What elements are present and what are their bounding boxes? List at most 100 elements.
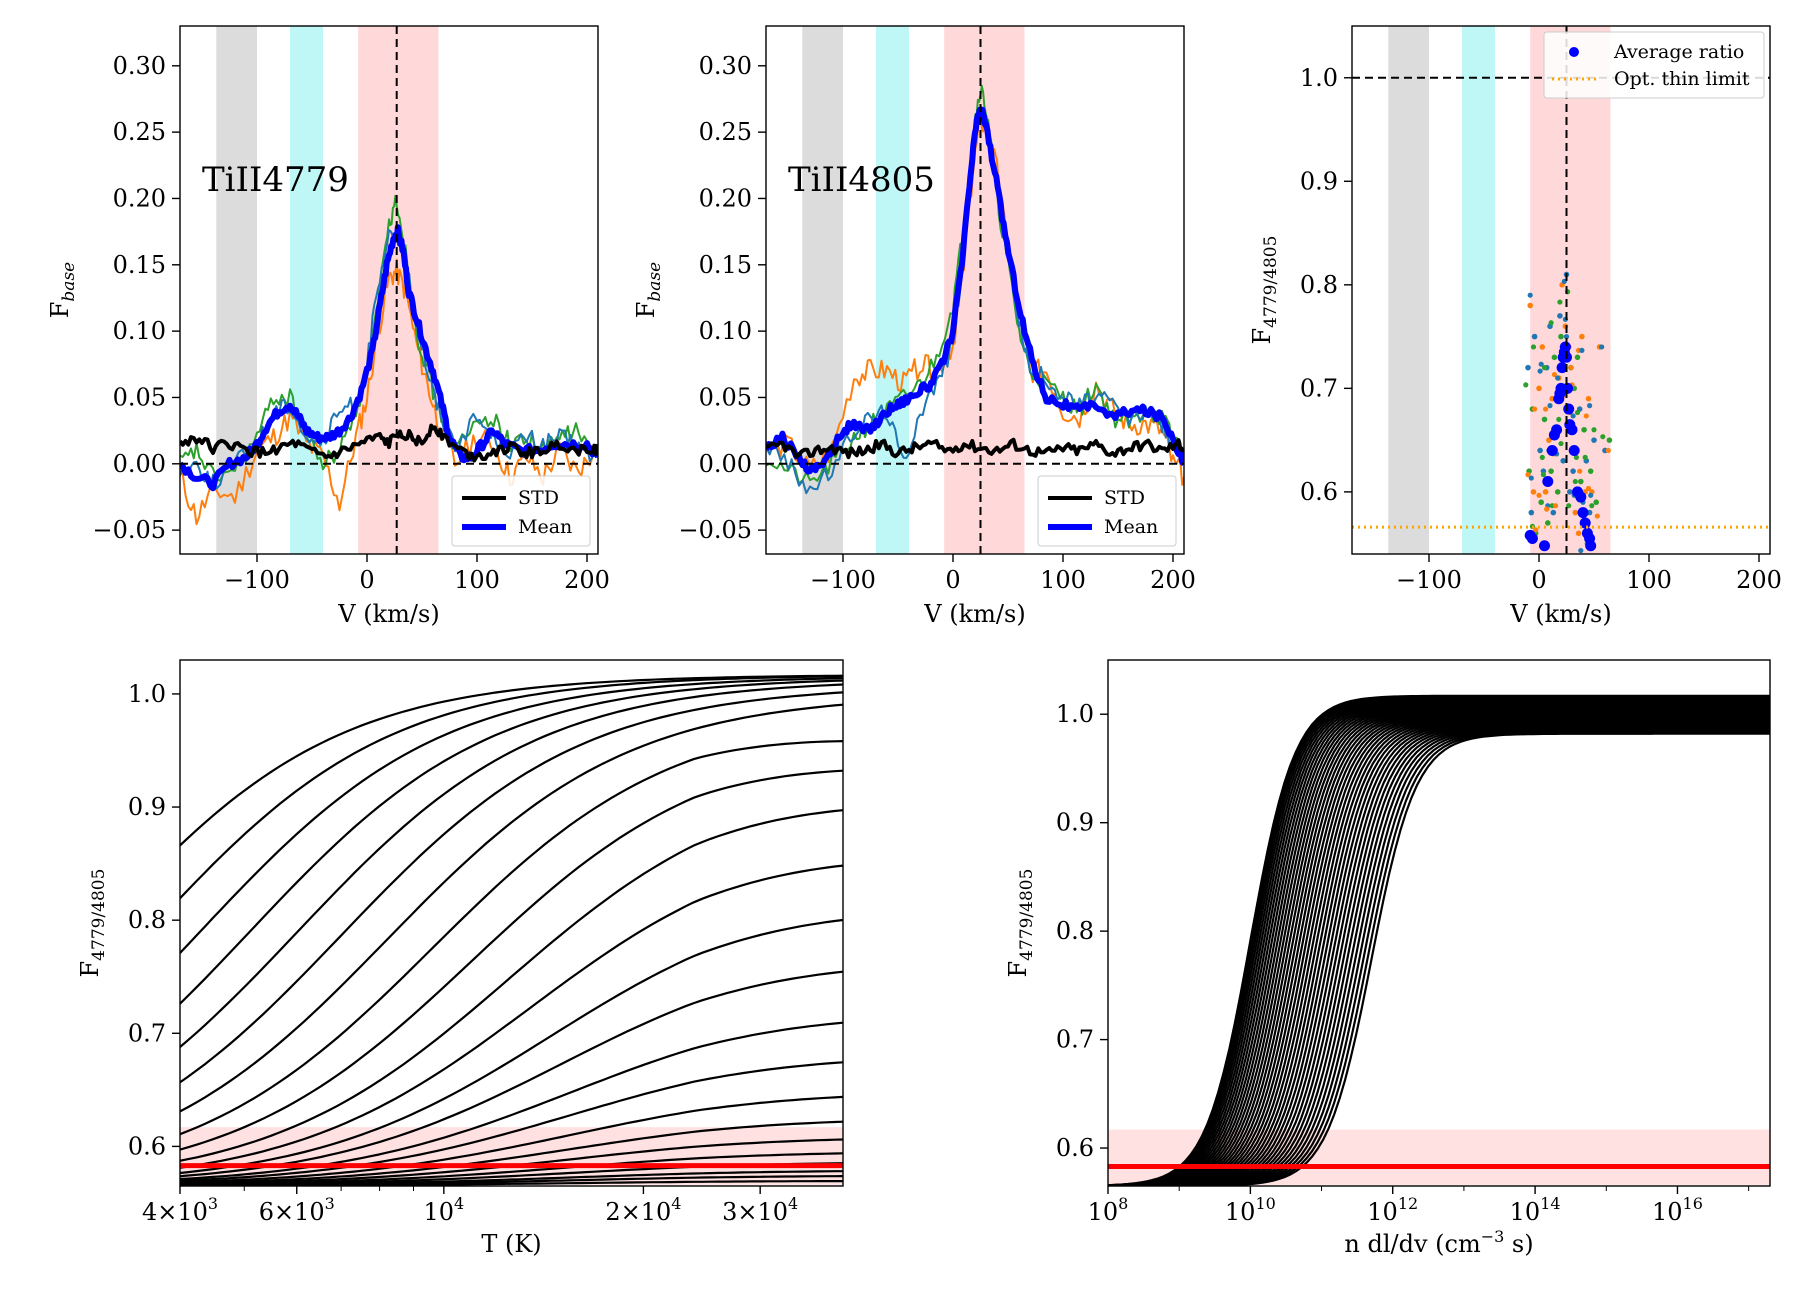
model-curve: [1108, 701, 1770, 1186]
legend-box: [1543, 31, 1765, 99]
single-ratio-point: [1594, 513, 1600, 519]
single-ratio-point: [1544, 506, 1550, 512]
single-ratio-point: [1555, 375, 1561, 381]
single-ratio-point: [1599, 344, 1605, 350]
model-curve: [1108, 726, 1770, 1186]
single-ratio-point: [1587, 468, 1594, 474]
single-ratio-point: [1574, 354, 1581, 361]
model-curve: [180, 703, 843, 1113]
x-axis-label: V (km/s): [923, 600, 1025, 628]
model-curve: [180, 918, 843, 1175]
x-tick-label: 100: [1626, 566, 1672, 594]
x-ticks: 108 1010 1012 1014 1016: [1088, 1186, 1750, 1226]
model-curve: [180, 809, 843, 1162]
single-ratio-point: [1538, 499, 1544, 506]
model-curve: [180, 1095, 843, 1184]
reference-lines: [766, 26, 1184, 554]
single-ratio-point: [1570, 468, 1576, 474]
y-tick-label: 0.00: [699, 450, 752, 478]
axes-frame: [765, 25, 1185, 555]
single-ratio-point: [1575, 530, 1582, 537]
average-ratio-point: [1546, 444, 1558, 456]
x-axis-label: V (km/s): [1509, 600, 1611, 628]
single-ratio-point: [1530, 344, 1537, 350]
x-tick-label: 100: [454, 566, 500, 594]
model-curve: [180, 683, 843, 1048]
panel-tiII4805: −100 0 100 200 −0.05 0.00 0.05 0.10 0.15 0.20 0.2…: [632, 25, 1196, 628]
single-ratio-point: [1591, 437, 1597, 443]
panel-model-temperature: 4×103 6×103 104 2×104 3×104 0.60.70.80.91.0 …: [76, 659, 844, 1258]
model-curve: [180, 1120, 843, 1185]
y-axis-label: F4779/4805: [1248, 236, 1281, 345]
single-ratio-point: [1539, 344, 1546, 350]
x-tick-label: 200: [1736, 566, 1782, 594]
y-tick-label: 0.15: [699, 251, 752, 279]
model-curve: [1108, 728, 1770, 1186]
band-cyan: [290, 26, 323, 554]
single-ratio-point: [1574, 409, 1581, 416]
model-curve: [1108, 714, 1770, 1186]
single-ratio-point: [1583, 413, 1589, 419]
y-axis-label: Fbase: [46, 262, 79, 318]
y-ticks: −0.05 0.00 0.05 0.10 0.15 0.20 0.25 0.30: [92, 52, 180, 544]
single-ratio-point: [1572, 478, 1578, 485]
y-tick-label: 0.20: [113, 184, 166, 212]
single-ratio-point: [1557, 299, 1563, 305]
band-red: [1530, 26, 1611, 554]
legend-opt-thin-label: Opt. thin limit: [1614, 68, 1750, 90]
single-ratio-point: [1538, 361, 1544, 367]
average-ratio-point: [1556, 362, 1568, 374]
single-ratio-point: [1537, 368, 1543, 374]
single-ratio-point: [1600, 434, 1606, 440]
single-ratio-point: [1548, 468, 1554, 474]
axes-frame: [179, 659, 844, 1187]
y-tick-label: 0.10: [699, 317, 752, 345]
y-ticks: 0.6 0.7 0.8 0.9 1.0: [128, 680, 180, 1160]
single-ratio-point: [1545, 520, 1551, 526]
velocity-bands: [216, 26, 439, 554]
single-ratio-point: [1536, 385, 1542, 392]
single-ratio-point: [1577, 468, 1583, 474]
model-curve: [1108, 703, 1770, 1186]
single-ratio-point: [1539, 454, 1545, 460]
series-mean: [766, 106, 1184, 475]
model-curve: [1108, 716, 1770, 1186]
average-ratio-point: [1568, 444, 1580, 456]
x-tick-label: 200: [1150, 566, 1196, 594]
y-tick-label: 0.9: [1300, 167, 1338, 195]
single-ratio-point: [1578, 478, 1584, 485]
single-ratio-point: [1531, 333, 1538, 340]
model-curve: [180, 769, 843, 1151]
legend-mean-label: Mean: [1104, 516, 1158, 538]
single-ratio-point: [1554, 489, 1561, 495]
model-curve: [1108, 694, 1770, 1186]
single-ratio-point: [1528, 475, 1534, 481]
x-tick-label: 104: [423, 1194, 464, 1226]
single-ratio-point: [1533, 527, 1539, 533]
model-curve: [1108, 695, 1770, 1186]
model-curve: [180, 674, 843, 847]
single-ratio-point: [1541, 416, 1548, 423]
single-ratio-point: [1567, 489, 1573, 495]
y-tick-label: 0.8: [128, 906, 166, 934]
average-ratio-point: [1562, 382, 1574, 394]
y-tick-label: 0.8: [1056, 917, 1094, 945]
model-curve: [1108, 706, 1770, 1186]
x-tick-label: 100: [1040, 566, 1086, 594]
legend-std-label: STD: [518, 487, 559, 509]
single-ratio-point: [1543, 406, 1549, 412]
band-grey: [1388, 26, 1429, 554]
model-curve: [1108, 721, 1770, 1186]
y-tick-label: 1.0: [128, 680, 166, 708]
single-ratio-point: [1556, 416, 1562, 423]
model-curve: [1108, 732, 1770, 1186]
model-curve: [180, 1021, 843, 1181]
y-tick-label: 1.0: [1300, 64, 1338, 92]
legend-average-ratio-marker: [1569, 47, 1579, 57]
y-tick-label: 0.05: [699, 383, 752, 411]
single-ratio-point: [1552, 503, 1559, 509]
single-ratio-point: [1527, 302, 1533, 309]
single-ratio-point: [1523, 382, 1529, 388]
single-ratio-point: [1560, 458, 1566, 464]
single-ratio-point: [1579, 347, 1585, 353]
